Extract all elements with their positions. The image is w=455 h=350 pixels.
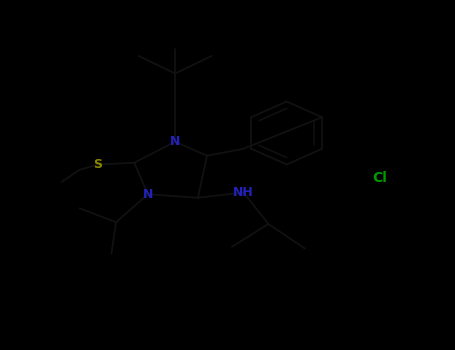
Text: Cl: Cl [373, 172, 387, 186]
Text: N: N [143, 188, 153, 201]
Text: S: S [93, 158, 102, 171]
Text: N: N [170, 135, 180, 148]
Text: NH: NH [233, 186, 254, 199]
